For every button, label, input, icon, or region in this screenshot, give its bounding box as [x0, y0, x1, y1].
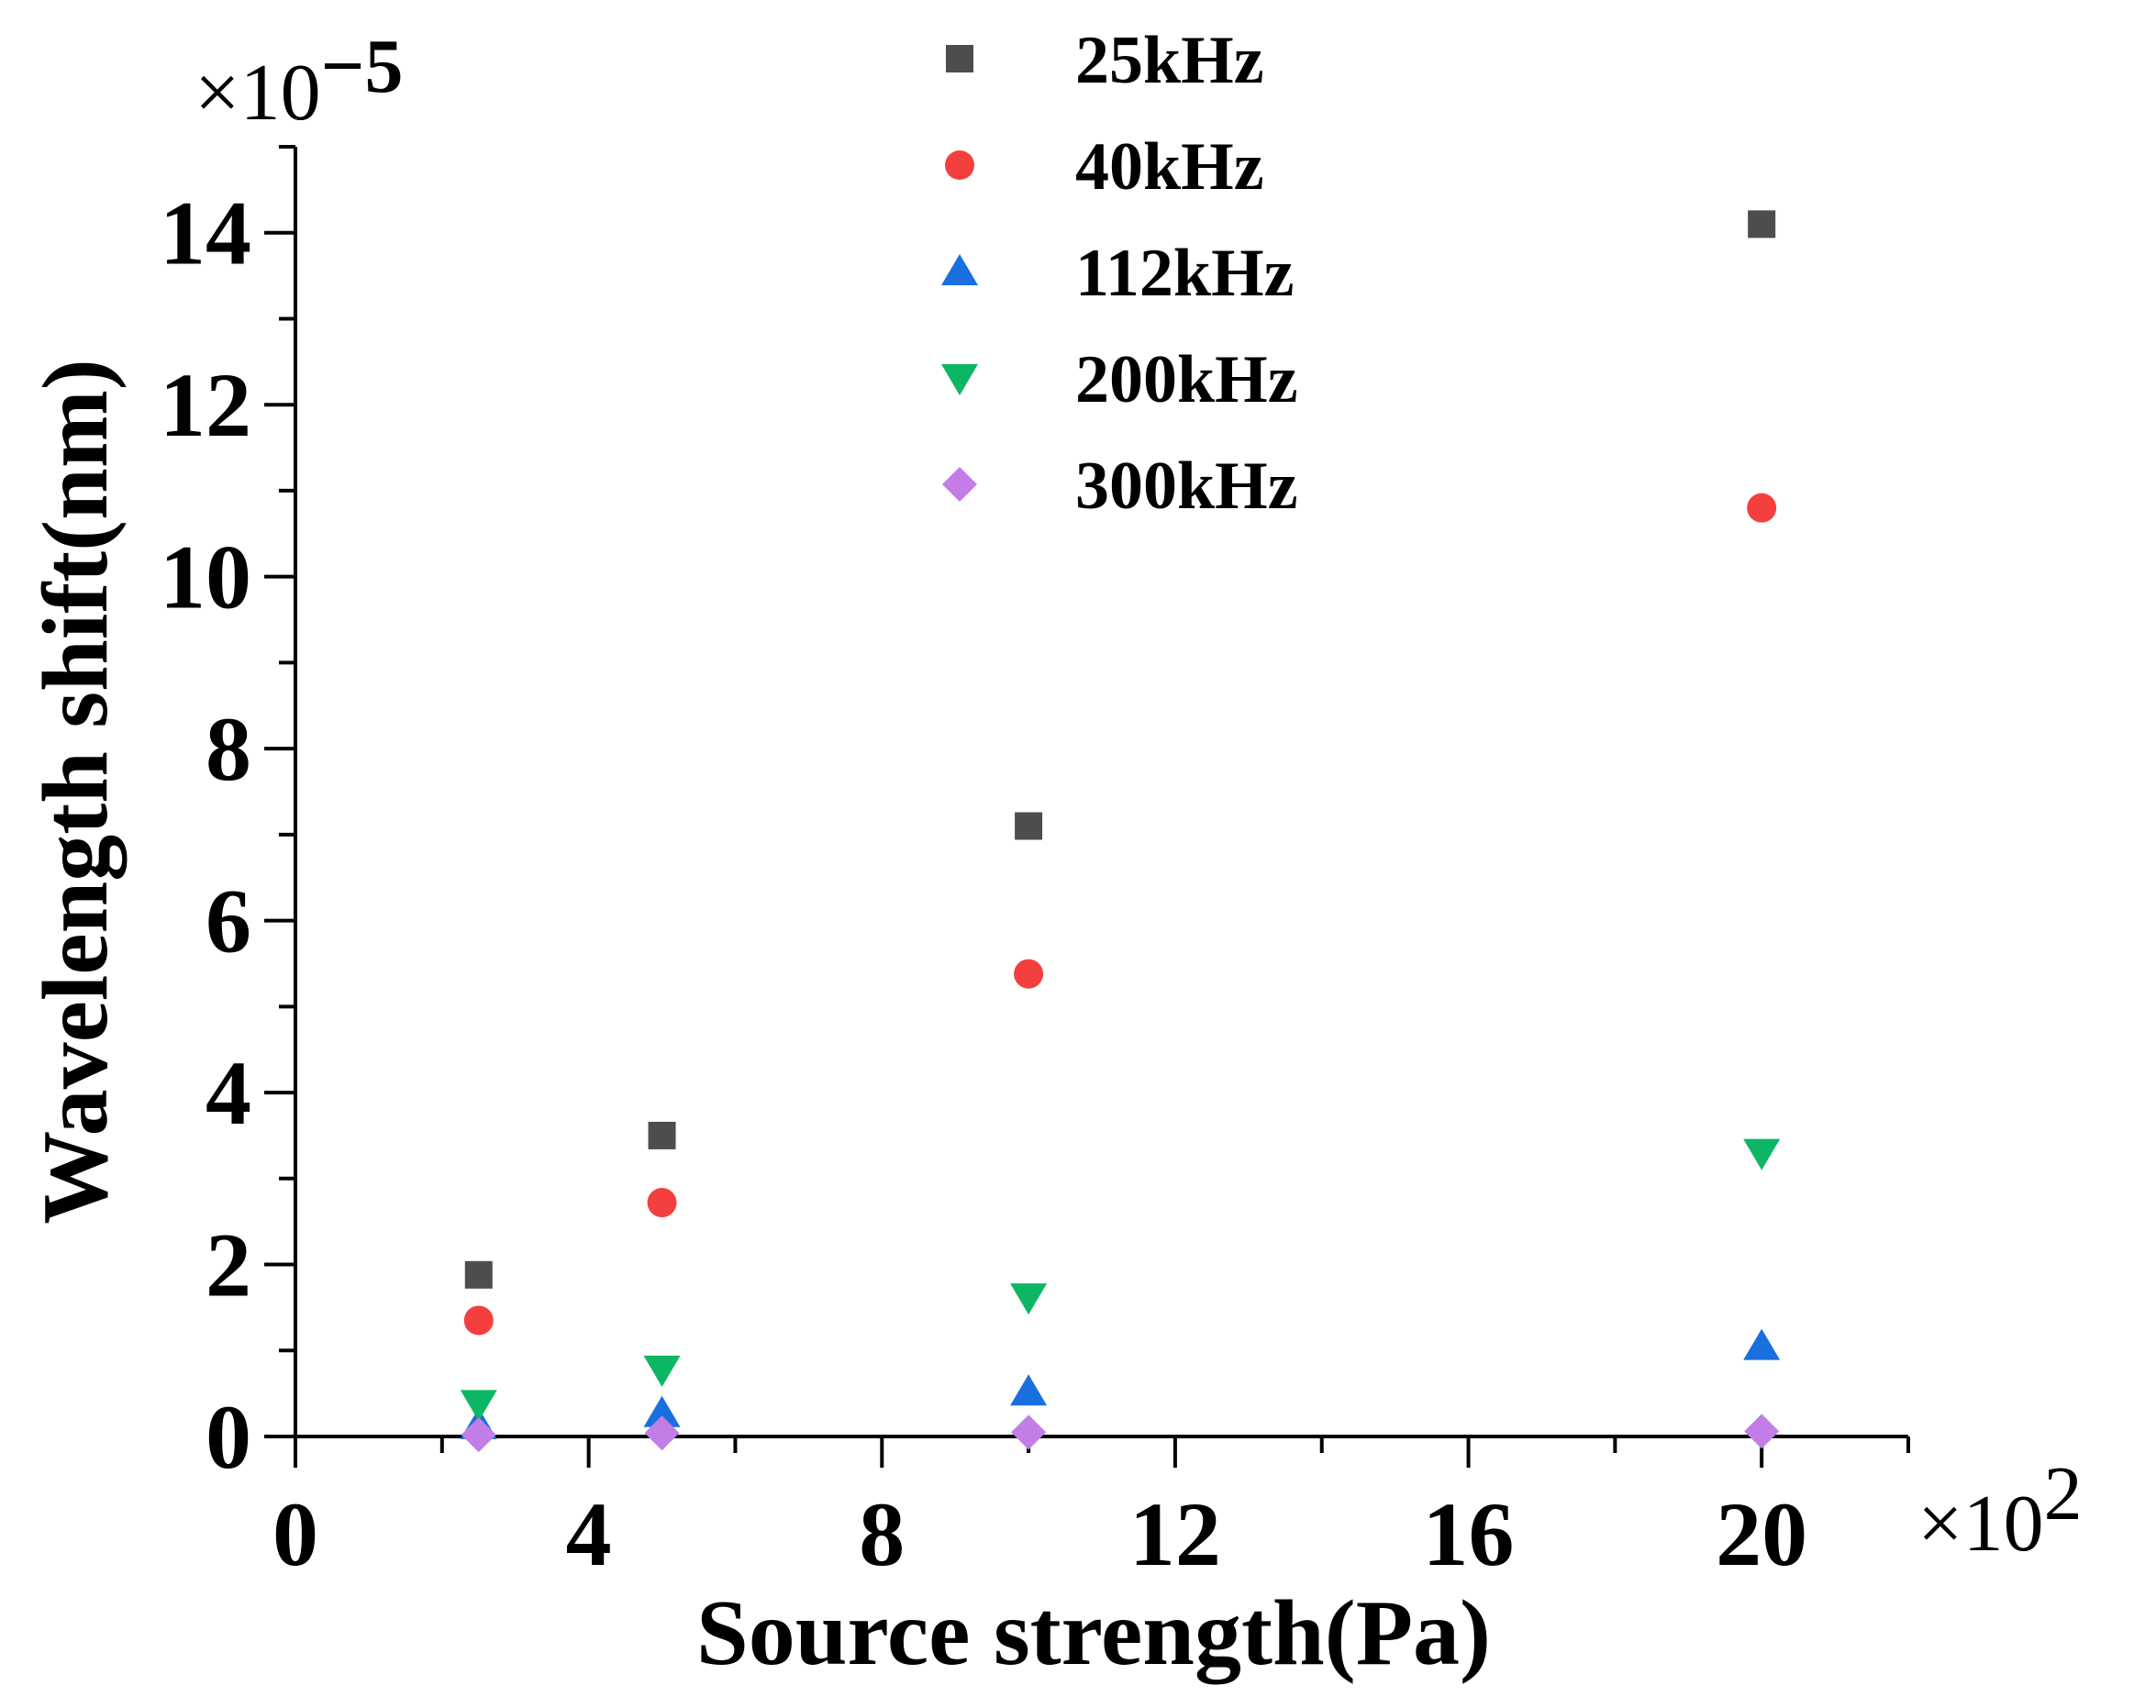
data-point [643, 1355, 681, 1387]
data-point [1748, 210, 1776, 238]
data-points [460, 210, 1781, 1453]
legend-entry: 300kHz [942, 449, 1298, 524]
legend-label: 112kHz [1075, 236, 1294, 311]
x-axis-multiplier: ×102 [1917, 1451, 2083, 1569]
legend-label: 40kHz [1075, 129, 1264, 205]
x-tick-label: 16 [1423, 1483, 1515, 1585]
legend-marker [941, 364, 978, 395]
legend-marker [946, 45, 973, 72]
y-tick-label: 0 [206, 1386, 251, 1488]
data-point [1014, 959, 1044, 989]
legend-label: 200kHz [1075, 342, 1298, 417]
series-200khz [460, 1138, 1781, 1422]
data-point [647, 1188, 677, 1218]
data-point [1010, 1283, 1048, 1315]
data-point [1011, 1414, 1047, 1450]
x-tick-label: 4 [566, 1483, 612, 1585]
series-25khz [464, 210, 1776, 1289]
axis-ticks [264, 145, 1910, 1468]
data-point [463, 1305, 494, 1336]
data-point [1744, 1414, 1780, 1449]
legend-marker [945, 150, 974, 180]
data-point [1743, 1328, 1781, 1360]
legend-marker [942, 467, 977, 502]
data-point [1747, 493, 1777, 523]
y-tick-label: 12 [160, 354, 251, 456]
x-tick-label: 12 [1129, 1483, 1221, 1585]
data-point [460, 1390, 497, 1422]
legend-marker [941, 254, 978, 285]
data-point [464, 1260, 493, 1289]
x-tick-label: 20 [1716, 1483, 1807, 1585]
legend-entry: 112kHz [941, 236, 1294, 311]
legend-label: 25kHz [1075, 23, 1264, 98]
axis-tick-labels: 0 4 8 12 16 20 0 2 4 6 8 10 12 14 [160, 183, 1807, 1585]
data-point [643, 1395, 681, 1427]
y-tick-label: 6 [206, 871, 251, 972]
series-40khz [463, 493, 1777, 1336]
data-point [1010, 1374, 1048, 1406]
data-point [644, 1415, 680, 1451]
y-tick-label: 4 [206, 1042, 251, 1144]
legend: 25kHz 40kHz 112kHz 200kHz 300kHz [941, 23, 1298, 524]
x-tick-label: 8 [859, 1483, 905, 1585]
y-axis-title: Wavelength shift(nm) [24, 359, 128, 1225]
legend-entry: 200kHz [941, 342, 1298, 417]
series-300khz [461, 1414, 1780, 1453]
data-point [1015, 812, 1043, 840]
y-axis-multiplier: ×10−5 [194, 24, 404, 138]
y-tick-label: 8 [206, 698, 251, 800]
data-point [461, 1417, 496, 1453]
legend-entry: 25kHz [946, 23, 1264, 98]
x-axis-title: Source strength(Pa) [696, 1581, 1491, 1685]
data-point [1743, 1138, 1781, 1170]
legend-label: 300kHz [1075, 449, 1298, 524]
legend-entry: 40kHz [945, 129, 1264, 205]
data-point [648, 1121, 676, 1149]
x-tick-label: 0 [272, 1483, 318, 1585]
y-tick-label: 14 [160, 183, 251, 284]
axes [294, 147, 1908, 1438]
y-tick-label: 2 [206, 1214, 251, 1316]
y-tick-label: 10 [160, 527, 251, 628]
